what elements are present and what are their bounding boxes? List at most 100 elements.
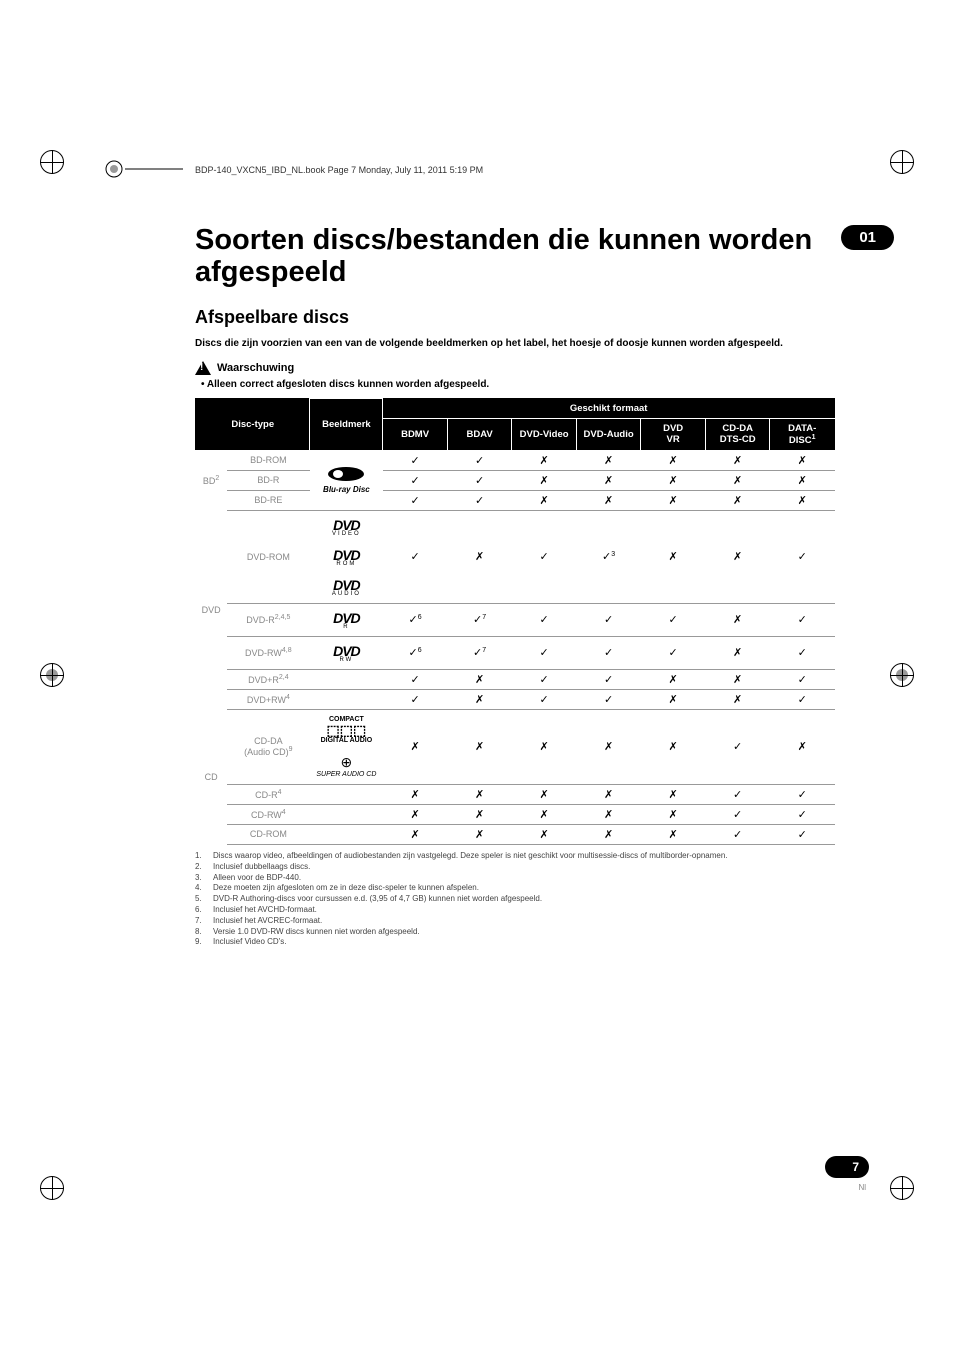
footnote: 9.Inclusief Video CD's.: [195, 937, 854, 948]
value-cell: ✓6: [383, 603, 448, 636]
value-cell: ✗: [512, 450, 577, 470]
value-cell: ✓: [512, 510, 577, 603]
th-disc-type: Disc-type: [196, 398, 310, 450]
table-row: CDCD-DA (Audio CD)9COMPACT⬚⬚⬚DIGITAL AUD…: [196, 709, 835, 784]
value-cell: ✗: [383, 784, 448, 804]
crop-mark: [890, 1176, 914, 1200]
footnote: 3.Alleen voor de BDP-440.: [195, 873, 854, 884]
value-cell: ✗: [383, 709, 448, 784]
value-cell: ✓: [447, 470, 512, 490]
table-row: DVD-RW4,8DVDRW✓6✓7✓✓✓✗✓: [196, 636, 835, 669]
logo-cell: [310, 669, 383, 689]
value-cell: ✗: [447, 804, 512, 824]
footnote: 4.Deze moeten zijn afgesloten om ze in d…: [195, 883, 854, 894]
crop-mark: [890, 663, 914, 687]
value-cell: ✗: [705, 470, 770, 490]
type-cell: DVD-ROM: [227, 510, 310, 603]
th-col: CD-DADTS-CD: [705, 418, 770, 450]
type-cell: DVD-RW4,8: [227, 636, 310, 669]
disc-compatibility-table: Disc-type Beeldmerk Geschikt formaat BDM…: [195, 398, 835, 845]
type-cell: CD-RW4: [227, 804, 310, 824]
value-cell: ✓: [383, 510, 448, 603]
type-cell: BD-R: [227, 470, 310, 490]
value-cell: ✓: [770, 804, 835, 824]
value-cell: ✓: [705, 709, 770, 784]
value-cell: ✓: [770, 603, 835, 636]
value-cell: ✓: [512, 689, 577, 709]
intro-text: Discs die zijn voorzien van een van de v…: [195, 338, 854, 349]
header-meta: BDP-140_VXCN5_IBD_NL.book Page 7 Monday,…: [195, 165, 483, 175]
value-cell: ✓: [770, 824, 835, 844]
type-cell: DVD+R2,4: [227, 669, 310, 689]
logo-cell: [310, 784, 383, 804]
type-cell: DVD-R2,4,5: [227, 603, 310, 636]
th-col: BDAV: [447, 418, 512, 450]
footnote: 1.Discs waarop video, afbeeldingen of au…: [195, 851, 854, 862]
value-cell: ✓: [383, 470, 448, 490]
table-row: CD-RW4✗✗✗✗✗✓✓: [196, 804, 835, 824]
th-col: DVDVR: [641, 418, 706, 450]
value-cell: ✓: [383, 450, 448, 470]
value-cell: ✗: [641, 510, 706, 603]
table-row: DVD+R2,4✓✗✓✓✗✗✓: [196, 669, 835, 689]
table-row: BD2BD-ROMBlu-ray Disc✓✓✗✗✗✗✗: [196, 450, 835, 470]
value-cell: ✓: [383, 669, 448, 689]
value-cell: ✗: [383, 824, 448, 844]
value-cell: ✓: [705, 804, 770, 824]
crop-mark: [40, 150, 64, 174]
th-col: DVD-Audio: [576, 418, 641, 450]
value-cell: ✓: [447, 450, 512, 470]
th-logo: Beeldmerk: [310, 398, 383, 450]
footnote: 6.Inclusief het AVCHD-formaat.: [195, 905, 854, 916]
footnotes: 1.Discs waarop video, afbeeldingen of au…: [195, 851, 854, 948]
logo-cell: DVDRW: [310, 636, 383, 669]
logo-cell: [310, 689, 383, 709]
value-cell: ✗: [641, 824, 706, 844]
value-cell: ✓: [641, 636, 706, 669]
value-cell: ✗: [770, 709, 835, 784]
table-row: DVD+RW4✓✗✓✓✗✗✓: [196, 689, 835, 709]
value-cell: ✓: [770, 510, 835, 603]
value-cell: ✗: [641, 450, 706, 470]
th-col: DVD-Video: [512, 418, 577, 450]
logo-cell: [310, 804, 383, 824]
footnote: 8.Versie 1.0 DVD-RW discs kunnen niet wo…: [195, 927, 854, 938]
page-number: 7: [825, 1156, 869, 1178]
table-row: DVDDVD-ROMDVDVIDEODVDROMDVDAUDIO✓✗✓✓3✗✗✓: [196, 510, 835, 603]
value-cell: ✗: [705, 689, 770, 709]
value-cell: ✓: [383, 490, 448, 510]
table-row: CD-ROM✗✗✗✗✗✓✓: [196, 824, 835, 844]
value-cell: ✓3: [576, 510, 641, 603]
type-cell: CD-ROM: [227, 824, 310, 844]
value-cell: ✗: [641, 784, 706, 804]
footnote: 5.DVD-R Authoring-discs voor cursussen e…: [195, 894, 854, 905]
type-cell: DVD+RW4: [227, 689, 310, 709]
value-cell: ✗: [576, 784, 641, 804]
value-cell: ✗: [641, 804, 706, 824]
logo-cell: [310, 824, 383, 844]
value-cell: ✗: [512, 784, 577, 804]
value-cell: ✗: [641, 709, 706, 784]
category-cell: BD2: [196, 450, 227, 510]
value-cell: ✗: [770, 490, 835, 510]
warning-icon: [195, 361, 211, 375]
value-cell: ✗: [512, 470, 577, 490]
value-cell: ✗: [447, 669, 512, 689]
value-cell: ✓: [447, 490, 512, 510]
warning-label: Waarschuwing: [217, 362, 294, 374]
value-cell: ✗: [705, 669, 770, 689]
value-cell: ✓6: [383, 636, 448, 669]
value-cell: ✗: [705, 636, 770, 669]
value-cell: ✗: [770, 470, 835, 490]
value-cell: ✗: [641, 470, 706, 490]
value-cell: ✓: [383, 689, 448, 709]
value-cell: ✓: [770, 636, 835, 669]
footnote: 2.Inclusief dubbellaags discs.: [195, 862, 854, 873]
value-cell: ✗: [447, 510, 512, 603]
type-cell: CD-DA (Audio CD)9: [227, 709, 310, 784]
type-cell: BD-RE: [227, 490, 310, 510]
value-cell: ✓: [512, 669, 577, 689]
value-cell: ✗: [576, 824, 641, 844]
table-row: BD-R✓✓✗✗✗✗✗: [196, 470, 835, 490]
value-cell: ✓: [641, 603, 706, 636]
